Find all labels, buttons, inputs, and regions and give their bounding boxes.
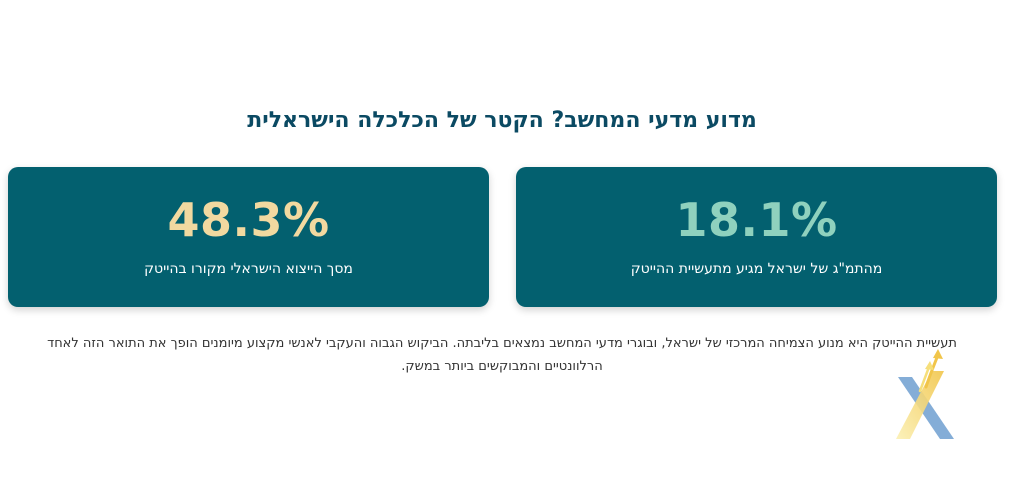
section-title: מדוע מדעי המחשב? הקטר של הכלכלה הישראלית [247, 108, 757, 133]
stat-card-export: 48.3% מסך הייצוא הישראלי מקורו בהייטק [8, 167, 489, 307]
stat-value-export: 48.3% [167, 193, 330, 247]
stat-label-export: מסך הייצוא הישראלי מקורו בהייטק [144, 261, 353, 277]
stat-label-gdp: מהתמ"ג של ישראל מגיע מתעשיית ההייטק [630, 261, 883, 277]
stat-value-gdp: 18.1% [675, 193, 838, 247]
x-arrow-logo-icon [896, 349, 954, 439]
description-paragraph: תעשיית ההייטק היא מנוע הצמיחה המרכזי של … [47, 336, 957, 374]
stat-card-gdp: 18.1% מהתמ"ג של ישראל מגיע מתעשיית ההייט… [516, 167, 997, 307]
